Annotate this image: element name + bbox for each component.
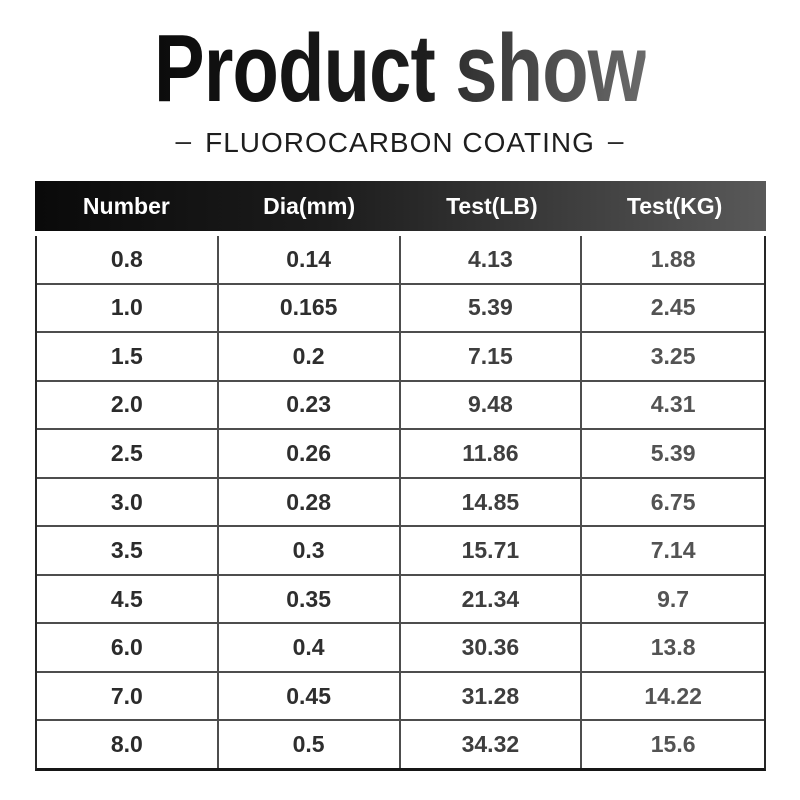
table-cell: 9.48	[401, 381, 583, 429]
table-row: 3.5 0.3 15.71 7.14	[37, 527, 764, 576]
table-cell: 1.5	[37, 333, 219, 380]
table-cell: 0.8	[37, 236, 219, 283]
table-cell: 13.8	[650, 634, 696, 661]
table-cell: 3.0	[37, 478, 219, 526]
table-cell: 0.2	[219, 333, 401, 380]
subtitle-dash-left: –	[175, 125, 193, 156]
table-cell: 0.35	[219, 575, 401, 623]
table-cell: 7.15	[401, 333, 583, 380]
table-cell: 1.0	[37, 284, 219, 332]
table-cell: 0.45	[219, 672, 401, 720]
table-cell: 15.6	[650, 731, 696, 758]
table-cell: 2.0	[37, 381, 219, 429]
page-title-word-left: Product	[154, 15, 436, 122]
column-header: Test(LB)	[446, 192, 538, 219]
column-header: Test(KG)	[626, 192, 723, 219]
table-cell: 14.22	[644, 682, 702, 709]
table-row: 2.0 0.23 9.48 4.31	[37, 381, 764, 431]
table-cell: 30.36	[401, 624, 583, 671]
table-row: 6.0 0.4 30.36 13.8	[37, 624, 764, 673]
table-cell: 34.32	[401, 721, 583, 769]
spec-table: Number Dia(mm) Test(LB) Test(KG) 0.8 0.14 4.1…	[35, 181, 766, 771]
table-cell: 0.165	[219, 284, 401, 332]
table-cell: 8.0	[37, 721, 219, 769]
table-header-row: Number Dia(mm) Test(LB) Test(KG)	[35, 181, 766, 231]
table-cell: 0.28	[219, 478, 401, 526]
table-cell: 0.26	[219, 430, 401, 477]
table-cell: 14.85	[401, 478, 583, 526]
table-row: 3.0 0.28 14.85 6.75	[37, 478, 764, 528]
page-title-word-right: show	[455, 15, 646, 122]
table-cell: 0.23	[219, 381, 401, 429]
page-title: Product show	[84, 16, 716, 122]
table-row: 7.0 0.45 31.28 14.22	[37, 672, 764, 722]
subtitle: – FLUOROCARBON COATING –	[0, 125, 800, 159]
table-cell: 11.86	[401, 430, 583, 477]
table-cell: 4.31	[650, 391, 696, 418]
table-cell: 9.7	[657, 585, 690, 612]
table-cell: 21.34	[401, 575, 583, 623]
table-row: 1.0 0.165 5.39 2.45	[37, 284, 764, 334]
table-cell: 4.13	[401, 236, 583, 283]
table-cell: 5.39	[401, 284, 583, 332]
table-row: 4.5 0.35 21.34 9.7	[37, 575, 764, 625]
table-cell: 0.3	[219, 527, 401, 574]
table-cell: 6.0	[37, 624, 219, 671]
table-body: 0.8 0.14 4.13 1.88 1.0 0.165 5.39 2.45 1.5 0.2 7.1…	[35, 236, 766, 771]
table-row: 1.5 0.2 7.15 3.25	[37, 333, 764, 382]
table-cell: 31.28	[401, 672, 583, 720]
table-cell: 6.75	[650, 488, 696, 515]
table-cell: 7.14	[650, 537, 696, 564]
table-cell: 0.5	[219, 721, 401, 769]
table-cell: 7.0	[37, 672, 219, 720]
column-header: Number	[82, 192, 170, 219]
table-cell: 2.45	[650, 294, 696, 321]
subtitle-dash-right: –	[607, 125, 625, 156]
table-row: 2.5 0.26 11.86 5.39	[37, 430, 764, 479]
table-row: 8.0 0.5 34.32 15.6	[37, 721, 764, 769]
table-cell: 2.5	[37, 430, 219, 477]
table-cell: 0.14	[219, 236, 401, 283]
table-cell: 0.4	[219, 624, 401, 671]
table-cell: 1.88	[650, 245, 696, 272]
table-cell: 5.39	[650, 439, 696, 466]
table-cell: 4.5	[37, 575, 219, 623]
table-cell: 3.25	[650, 342, 696, 369]
subtitle-text: FLUOROCARBON COATING	[205, 127, 595, 158]
column-header: Dia(mm)	[263, 192, 356, 219]
table-cell: 3.5	[37, 527, 219, 574]
table-row: 0.8 0.14 4.13 1.88	[37, 236, 764, 285]
table-cell: 15.71	[401, 527, 583, 574]
